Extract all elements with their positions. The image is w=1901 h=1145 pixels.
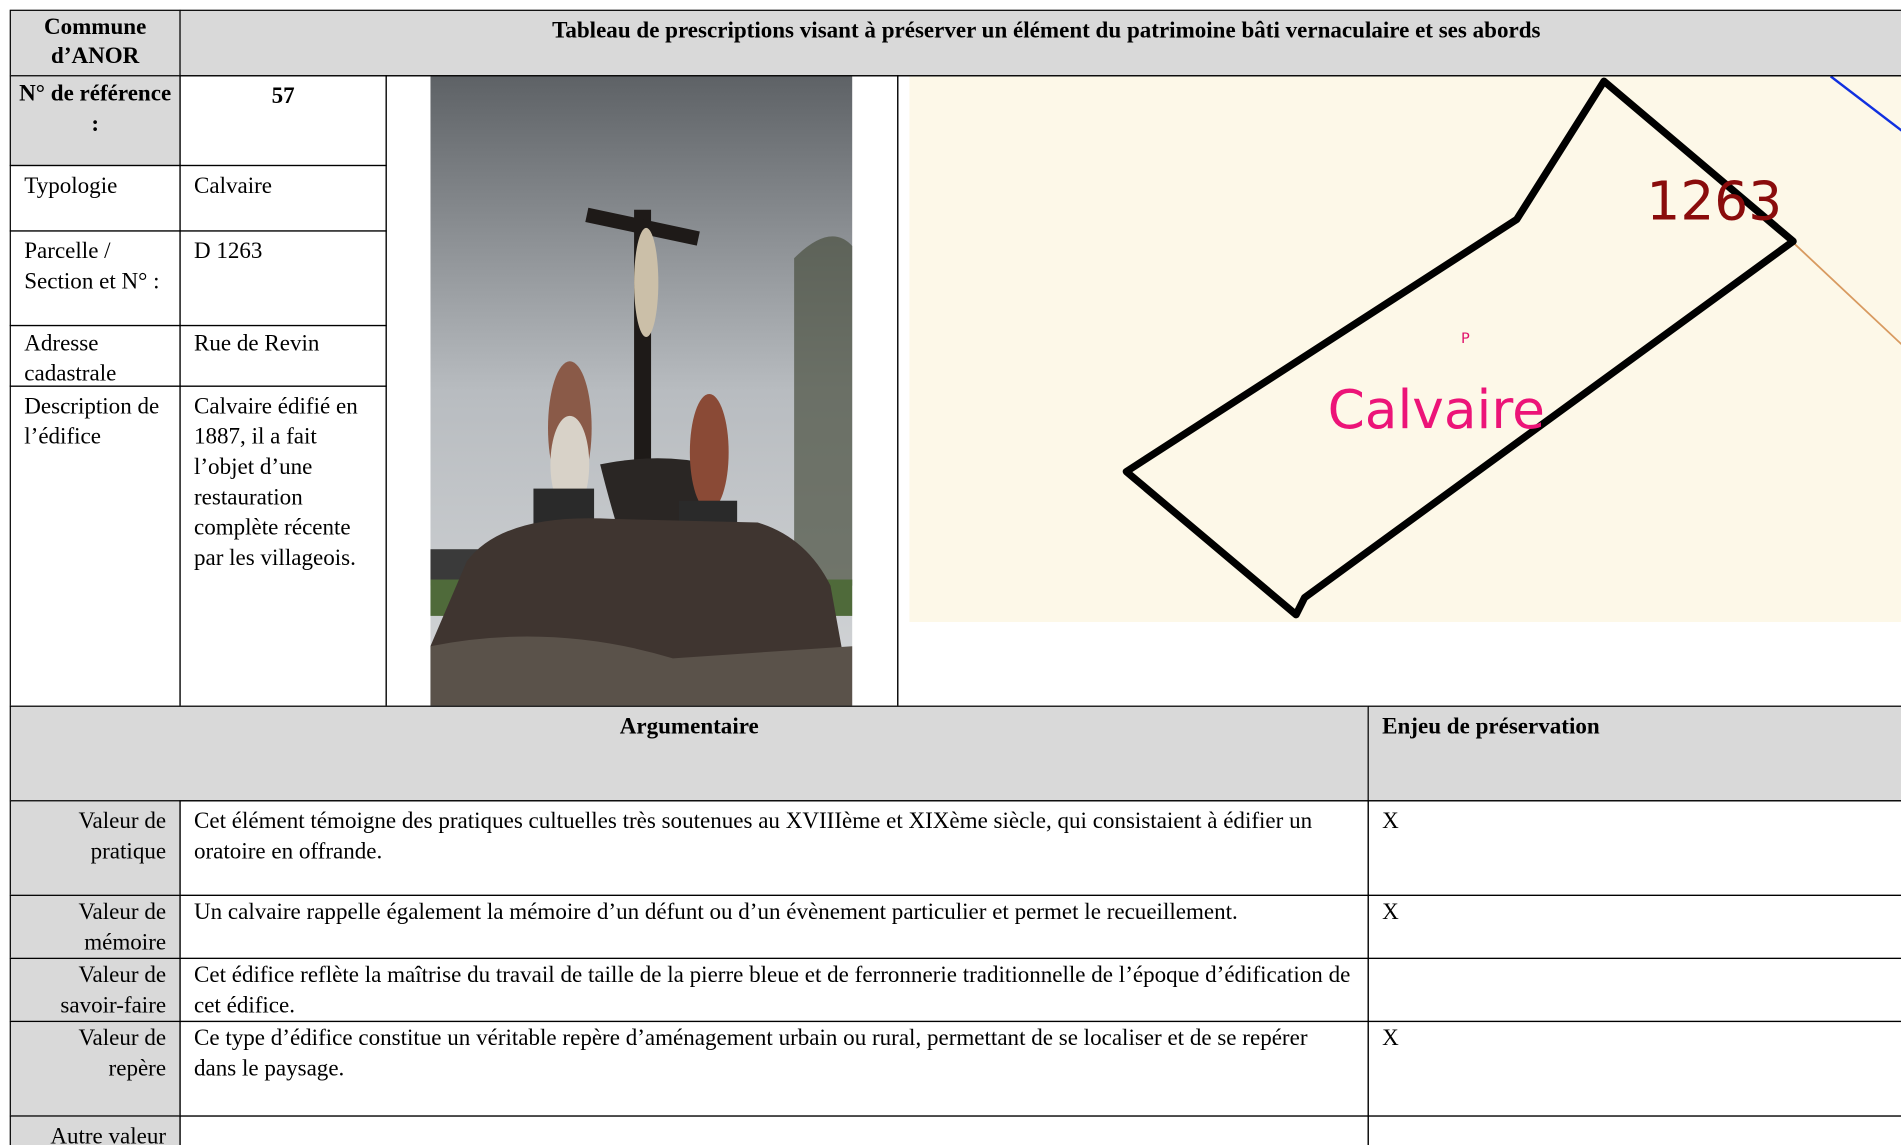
reference-value: 57 <box>179 75 387 167</box>
row-text: Un calvaire rappelle également la mémoir… <box>179 894 1369 960</box>
map-cell: 1263 P Calvaire <box>897 75 1901 707</box>
row-text <box>179 1115 1369 1145</box>
argumentaire-header: Argumentaire <box>9 705 1369 802</box>
row-label: Valeur de savoir-faire <box>9 957 181 1023</box>
row-label: Valeur de mémoire <box>9 894 181 960</box>
row-enjeu: X <box>1367 894 1901 960</box>
photo <box>430 76 853 706</box>
row-text: Cet élément témoigne des pratiques cultu… <box>179 800 1369 896</box>
reference-label: N° de référence : <box>9 75 181 167</box>
map: 1263 P Calvaire <box>909 76 1901 622</box>
row-text: Cet édifice reflète la maîtrise du trava… <box>179 957 1369 1023</box>
field-value: Rue de Revin <box>179 324 387 387</box>
parcel-number: 1263 <box>1646 169 1782 232</box>
row-label: Valeur de repère <box>9 1020 181 1117</box>
map-label: Calvaire <box>1328 378 1545 441</box>
commune: Commune d’ANOR <box>9 9 181 77</box>
field-label: Description de l’édifice <box>9 385 181 707</box>
field-value: Calvaire édifié en 1887, il a fait l’obj… <box>179 385 387 707</box>
enjeu-header: Enjeu de préservation <box>1367 705 1901 802</box>
row-enjeu <box>1367 957 1901 1023</box>
field-value: D 1263 <box>179 230 387 327</box>
row-label: Autre valeur <box>9 1115 181 1145</box>
row-enjeu: X <box>1367 800 1901 896</box>
row-text: Ce type d’édifice constitue un véritable… <box>179 1020 1369 1117</box>
title: Tableau de prescriptions visant à préser… <box>179 9 1901 77</box>
field-label: Typologie <box>9 164 181 232</box>
field-label: Adresse cadastrale <box>9 324 181 387</box>
field-label: Parcelle / Section et N° : <box>9 230 181 327</box>
row-enjeu: X <box>1367 1020 1901 1117</box>
map-marker: P <box>1461 331 1470 347</box>
row-label: Valeur de pratique <box>9 800 181 896</box>
field-value: Calvaire <box>179 164 387 232</box>
photo-cell <box>385 75 899 707</box>
row-enjeu <box>1367 1115 1901 1145</box>
